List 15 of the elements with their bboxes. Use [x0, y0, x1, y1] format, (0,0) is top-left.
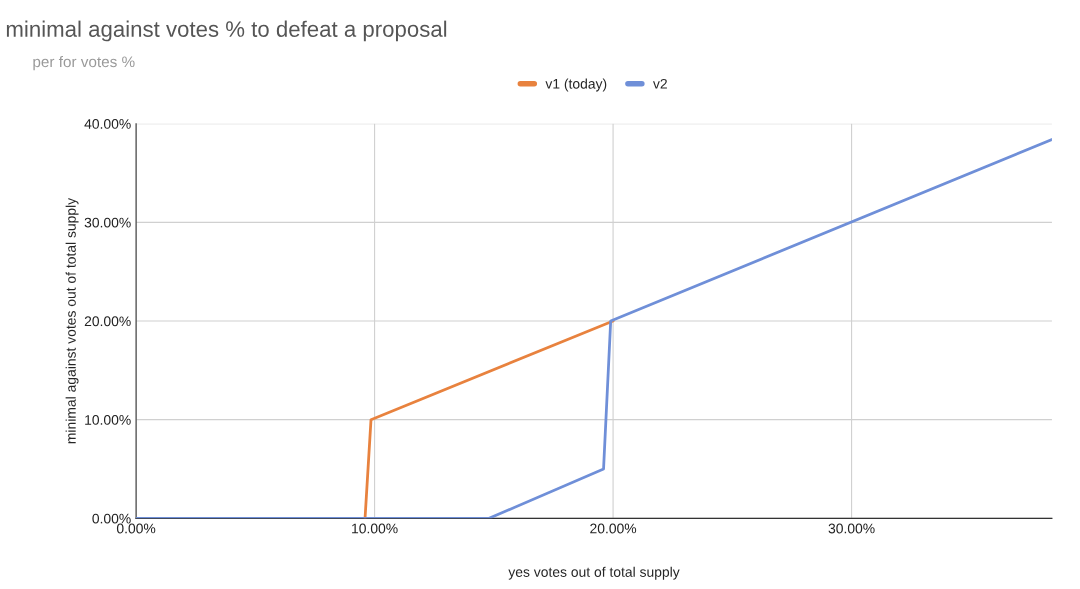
x-tick-label: 0.00%	[116, 523, 156, 534]
x-tick-label: 20.00%	[590, 523, 637, 534]
y-axis-title: minimal against votes out of total supply	[65, 197, 79, 444]
y-tick-label: 20.00%	[84, 316, 131, 327]
legend-label: v1 (today)	[545, 78, 607, 92]
legend-label: v2	[653, 78, 667, 89]
chart-title: minimal against votes % to defeat a proposal	[6, 20, 447, 42]
x-tick-label: 30.00%	[828, 523, 875, 534]
y-tick-label: 10.00%	[85, 415, 131, 425]
chart-subtitle: per for votes %	[33, 55, 135, 71]
x-tick-label: 10.00%	[352, 523, 398, 534]
y-tick-label: 0.00%	[92, 513, 131, 524]
y-tick-label: 40.00%	[84, 119, 131, 129]
y-tick-label: 30.00%	[84, 217, 131, 228]
x-axis-title: yes votes out of total supply	[508, 566, 680, 580]
